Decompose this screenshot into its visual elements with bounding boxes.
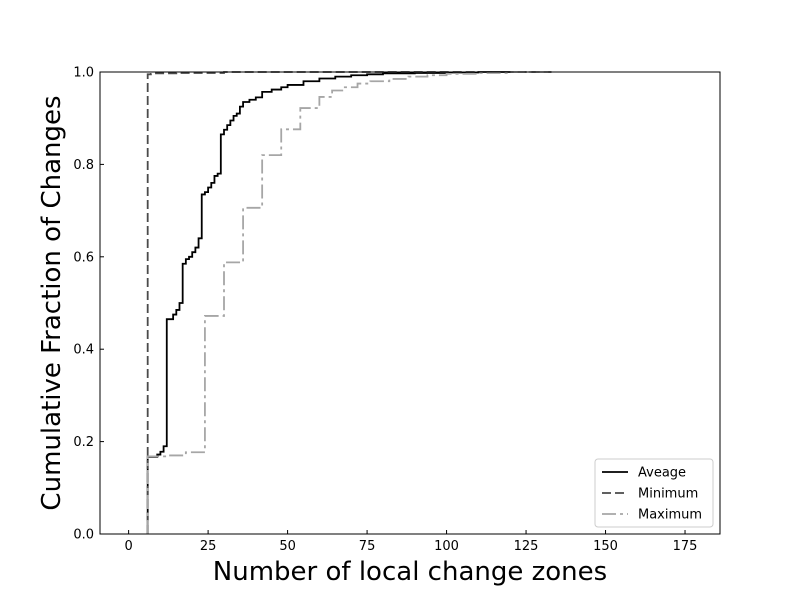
legend-items: Aveage Minimum Maximum xyxy=(602,466,702,523)
legend-label-minimum: Minimum xyxy=(638,487,698,502)
plot-frame xyxy=(99,71,721,535)
y-axis-title: Cumulative Fraction of Changes xyxy=(37,95,67,510)
x-tick-label: 75 xyxy=(359,539,376,554)
x-tick-label: 175 xyxy=(673,539,698,554)
x-tick-label: 25 xyxy=(200,539,217,554)
legend-box xyxy=(594,458,714,528)
x-tick-label: 50 xyxy=(279,539,296,554)
y-tick-label: 0.4 xyxy=(73,343,94,358)
y-tick-label: 0.2 xyxy=(73,435,94,450)
x-axis-title: Number of local change zones xyxy=(213,557,607,587)
y-tick-label: 0.8 xyxy=(73,158,94,173)
x-tick-label: 150 xyxy=(593,539,618,554)
series-layer xyxy=(146,71,552,534)
series-line-aveage xyxy=(146,71,511,534)
x-tick-label: 100 xyxy=(434,539,459,554)
y-tick-label: 0.0 xyxy=(73,528,94,543)
x-tick-label: 0 xyxy=(124,539,132,554)
legend: Aveage Minimum Maximum xyxy=(594,458,714,528)
y-tick-label: 1.0 xyxy=(73,66,94,81)
series-line-minimum xyxy=(146,71,552,534)
y-tick-label: 0.6 xyxy=(73,250,94,265)
ticks-layer: 0 25 50 75 100 125 150 175 0.0 0.2 0.4 0.6 0.8 1.0 xyxy=(73,66,697,555)
legend-label-aveage: Aveage xyxy=(638,466,686,481)
x-tick-label: 125 xyxy=(514,539,539,554)
series-line-maximum xyxy=(146,71,549,534)
legend-label-maximum: Maximum xyxy=(638,508,702,523)
